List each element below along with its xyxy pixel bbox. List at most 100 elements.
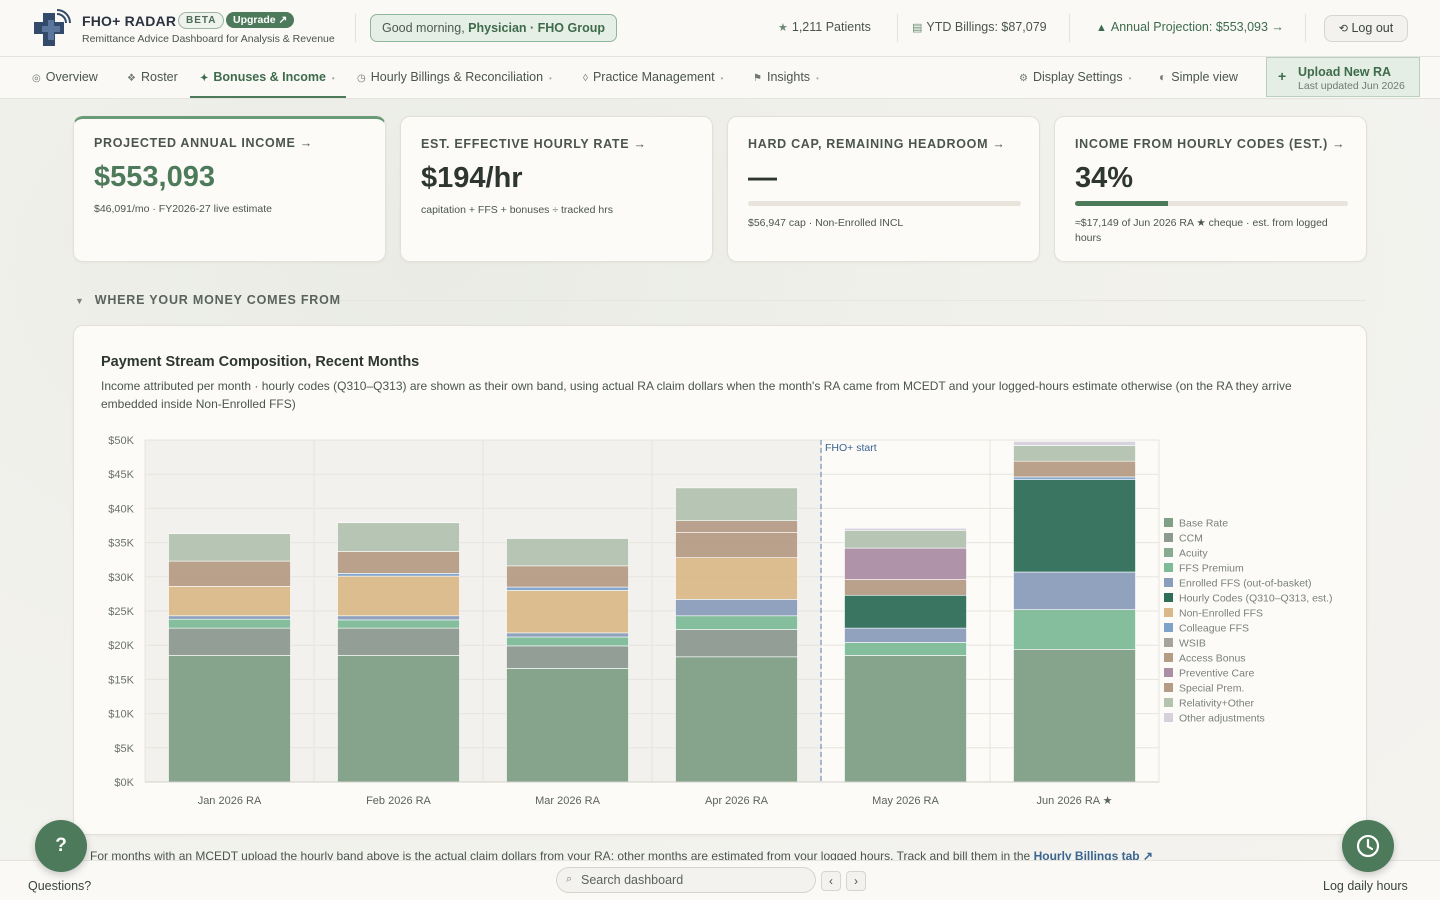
kpi-card-hard-cap[interactable]: HARD CAP, REMAINING HEADROOM → — $56,947… — [727, 116, 1040, 262]
prev-button[interactable]: ‹ — [821, 871, 841, 891]
log-hours-label[interactable]: Log daily hours — [1323, 879, 1408, 893]
help-button[interactable]: ? — [35, 820, 87, 872]
y-tick-label: $40K — [108, 503, 134, 515]
bar-segment — [168, 533, 291, 562]
section-toggle[interactable]: ▼ WHERE YOUR MONEY COMES FROM — [75, 293, 341, 307]
dropdown-dot-icon: • — [331, 74, 335, 83]
legend-label: Enrolled FFS (out-of-basket) — [1179, 578, 1311, 590]
chart-footnote: For months with an MCEDT upload the hour… — [90, 849, 1153, 863]
sparkle-icon: ✦ — [200, 73, 209, 84]
bar-segment — [675, 532, 798, 558]
legend-swatch — [1164, 668, 1173, 677]
legend-swatch — [1164, 698, 1173, 707]
section-title: WHERE YOUR MONEY COMES FROM — [94, 293, 341, 307]
bar-segment — [506, 645, 629, 669]
search-icon: ⌕ — [566, 873, 573, 885]
y-tick-label: $10K — [108, 709, 134, 721]
kpi-value: $194/hr — [421, 162, 523, 194]
kpi-label: HARD CAP, REMAINING HEADROOM → — [748, 137, 1006, 151]
beta-badge: BETA — [178, 12, 225, 29]
hourly-billings-link[interactable]: Hourly Billings tab ↗ — [1033, 849, 1153, 863]
simple-view-toggle[interactable]: ◐ Simple view — [1159, 57, 1238, 98]
bar-segment — [506, 565, 629, 588]
y-tick-label: $30K — [108, 572, 134, 584]
bar-segment — [168, 627, 291, 656]
legend-label: Access Bonus — [1179, 653, 1246, 665]
bar-segment — [675, 487, 798, 522]
dropdown-dot-icon: • — [816, 74, 819, 83]
diamond-icon: ◊ — [583, 73, 588, 84]
upload-title: Upload New RA — [1298, 65, 1392, 79]
bar-segment — [844, 547, 967, 580]
logout-button[interactable]: ⟲ Log out — [1324, 15, 1408, 42]
upload-ra-button[interactable]: + Upload New RA Last updated Jun 2026 — [1266, 57, 1420, 97]
roster-icon: ❖ — [127, 73, 136, 84]
tab-label: Bonuses & Income — [213, 70, 326, 84]
kpi-card-hourly-codes[interactable]: INCOME FROM HOURLY CODES (EST.) → 34% ≈$… — [1054, 116, 1367, 262]
radar-cross-logo-icon[interactable] — [30, 8, 72, 50]
log-hours-button[interactable] — [1342, 820, 1394, 872]
kpi-label: EST. EFFECTIVE HOURLY RATE → — [421, 137, 647, 151]
kpi-card-projected-income[interactable]: PROJECTED ANNUAL INCOME → $553,093 $46,0… — [73, 116, 386, 262]
bar-segment — [1013, 445, 1136, 462]
header-divider — [355, 14, 356, 42]
legend-swatch — [1164, 683, 1173, 692]
bar-segment — [337, 551, 460, 574]
bar-segment — [675, 520, 798, 533]
bar-segment — [506, 590, 629, 634]
bar-segment — [337, 655, 460, 783]
legend-swatch — [1164, 653, 1173, 662]
legend-swatch — [1164, 623, 1173, 632]
bar-segment — [506, 586, 629, 591]
bar-segment — [337, 575, 460, 617]
bottom-bar: Questions? ⌕ ‹ › Log daily hours — [0, 860, 1440, 900]
patients-count: 1,211 Patients — [791, 20, 871, 34]
bar-segment — [1013, 479, 1136, 573]
tab-insights[interactable]: ⚑ Insights • — [753, 57, 819, 98]
bar-segment — [506, 668, 629, 783]
bar-segment — [337, 522, 460, 552]
legend-swatch — [1164, 578, 1173, 587]
tab-bonuses-income[interactable]: ✦ Bonuses & Income • — [190, 57, 346, 98]
search-input[interactable] — [581, 871, 806, 889]
bar-segment — [844, 579, 967, 596]
y-tick-label: $50K — [108, 435, 134, 447]
tab-practice-management[interactable]: ◊ Practice Management • — [583, 57, 723, 98]
next-button[interactable]: › — [846, 871, 866, 891]
legend-label: Base Rate — [1179, 518, 1228, 530]
gear-icon: ⚙ — [1019, 73, 1028, 84]
tab-roster[interactable]: ❖ Roster — [127, 57, 178, 98]
legend-label: Special Prem. — [1179, 683, 1244, 695]
tab-overview[interactable]: ◎ Overview — [32, 57, 98, 98]
x-tick-label: May 2026 RA — [872, 795, 939, 807]
bar-segment — [844, 627, 967, 643]
kpi-note: ≈$17,149 of Jun 2026 RA ★ cheque · est. … — [1075, 217, 1328, 244]
payment-stream-chart-card: Payment Stream Composition, Recent Month… — [73, 325, 1367, 835]
upgrade-button[interactable]: Upgrade ↗ — [226, 12, 295, 28]
tab-hourly-billings[interactable]: ◷ Hourly Billings & Reconciliation • — [357, 57, 552, 98]
clock-icon — [1356, 834, 1380, 858]
bar-segment — [168, 586, 291, 617]
app-subtitle: Remittance Advice Dashboard for Analysis… — [82, 33, 335, 45]
display-settings-menu[interactable]: ⚙ Display Settings • — [1019, 57, 1131, 98]
legend-label: Relativity+Other — [1179, 698, 1254, 710]
legend-swatch — [1164, 518, 1173, 527]
y-tick-label: $0K — [114, 777, 134, 789]
kpi-card-hourly-rate[interactable]: EST. EFFECTIVE HOURLY RATE → $194/hr cap… — [400, 116, 713, 262]
header-divider — [1069, 14, 1070, 42]
y-tick-label: $25K — [108, 606, 134, 618]
bar-segment — [675, 599, 798, 617]
bar-segment — [506, 632, 629, 638]
clock-icon: ◷ — [357, 73, 366, 84]
kpi-label: PROJECTED ANNUAL INCOME → — [94, 136, 313, 150]
fho-start-label: FHO+ start — [825, 442, 877, 454]
y-tick-label: $35K — [108, 538, 134, 550]
projection-link[interactable]: ▲ Annual Projection: $553,093 → — [1096, 20, 1284, 34]
bar-segment — [168, 615, 291, 620]
legend-swatch — [1164, 638, 1173, 647]
kpi-value: — — [748, 162, 777, 194]
dropdown-dot-icon: • — [720, 74, 724, 83]
bar-segment — [844, 655, 967, 783]
questions-label[interactable]: Questions? — [28, 879, 92, 893]
kpi-note: $46,091/mo · FY2026-27 live estimate — [94, 203, 273, 215]
